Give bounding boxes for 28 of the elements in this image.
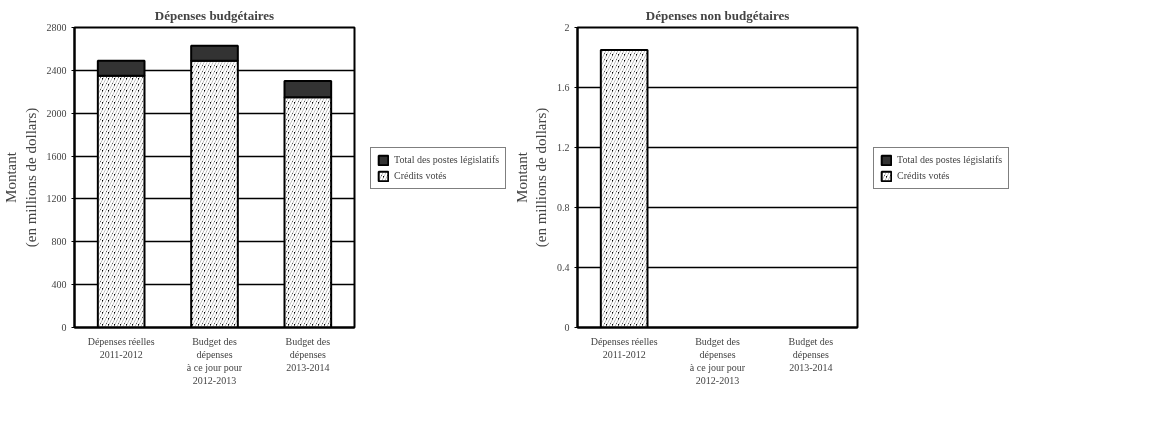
x-tick-label: Budget des dépenses 2013-2014: [788, 335, 834, 373]
x-tick-label: Budget des dépenses à ce jour pour 2012-2013: [689, 335, 746, 387]
y-tick-label: 1200: [46, 193, 67, 205]
x-tick-label: Budget des dépenses 2013-2014: [285, 335, 331, 373]
x-tick-label: Dépenses réelles 2011-2012: [87, 335, 155, 360]
y-tick-label: 2000: [46, 107, 67, 119]
legend-label: Crédits votés: [394, 169, 447, 182]
y-axis-title: Montant (en millions de dollars): [513, 107, 550, 248]
y-tick-label: 2800: [46, 22, 67, 33]
y-tick-label: 800: [51, 236, 67, 248]
chart-title: Dépenses budgétaires: [154, 7, 275, 23]
y-axis-title: Montant (en millions de dollars): [3, 107, 40, 248]
y-tick-label: 400: [51, 279, 67, 291]
x-tick-label: Dépenses réelles 2011-2012: [590, 335, 658, 360]
legend-label: Total des postes législatifs: [897, 153, 1003, 166]
y-tick-label: 0.4: [557, 262, 570, 273]
y-tick-label: 2: [564, 22, 570, 33]
y-tick-label: 1.6: [557, 82, 570, 93]
x-tick-label: Budget des dépenses à ce jour pour 2012-2013: [186, 335, 243, 387]
y-tick-label: 1600: [46, 150, 67, 162]
chart-title: Dépenses non budgétaires: [645, 7, 790, 23]
y-tick-label: 2400: [46, 64, 67, 76]
y-tick-label: 0: [61, 322, 67, 333]
y-tick-label: 0.8: [557, 202, 570, 213]
y-tick-label: 1.2: [557, 142, 570, 153]
y-tick-label: 0: [564, 322, 570, 333]
legend-label: Crédits votés: [897, 169, 950, 182]
legend-label: Total des postes législatifs: [394, 153, 500, 166]
